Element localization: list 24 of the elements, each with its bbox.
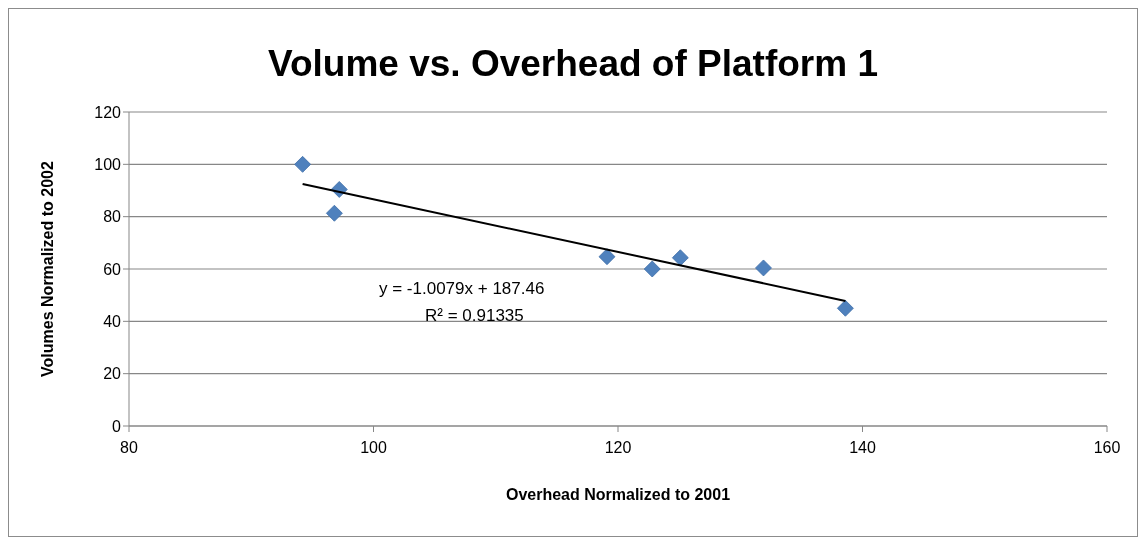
point xyxy=(671,249,689,267)
point xyxy=(643,260,661,278)
annotation: R² = 0.91335 xyxy=(425,306,524,326)
point xyxy=(755,259,772,277)
y-tick-label: 100 xyxy=(94,156,122,174)
y-axis-title: Volumes Normalized to 2002 xyxy=(38,161,56,377)
point xyxy=(598,248,616,266)
chart-title: Volume vs. Overhead of Platform 1 xyxy=(267,43,879,85)
y-tick-label: 20 xyxy=(103,365,122,383)
point xyxy=(294,155,311,173)
x-tick-label: 140 xyxy=(849,439,876,457)
x-tick-label: 160 xyxy=(1093,439,1121,457)
y-tick-label: 80 xyxy=(103,208,122,226)
x-axis-title: Overhead Normalized to 2001 xyxy=(505,486,731,503)
x-tick-label: 120 xyxy=(604,439,632,457)
point xyxy=(836,299,854,317)
y-tick-label: 120 xyxy=(94,103,122,121)
x-tick-label: 80 xyxy=(120,439,138,457)
annotation: y = -1.0079x + 187.46 xyxy=(379,279,545,299)
x-tick-label: 100 xyxy=(360,439,387,457)
y-tick-label: 0 xyxy=(112,417,122,435)
y-tick-label: 40 xyxy=(103,313,122,331)
point xyxy=(325,204,343,222)
y-tick-label: 60 xyxy=(103,260,122,278)
